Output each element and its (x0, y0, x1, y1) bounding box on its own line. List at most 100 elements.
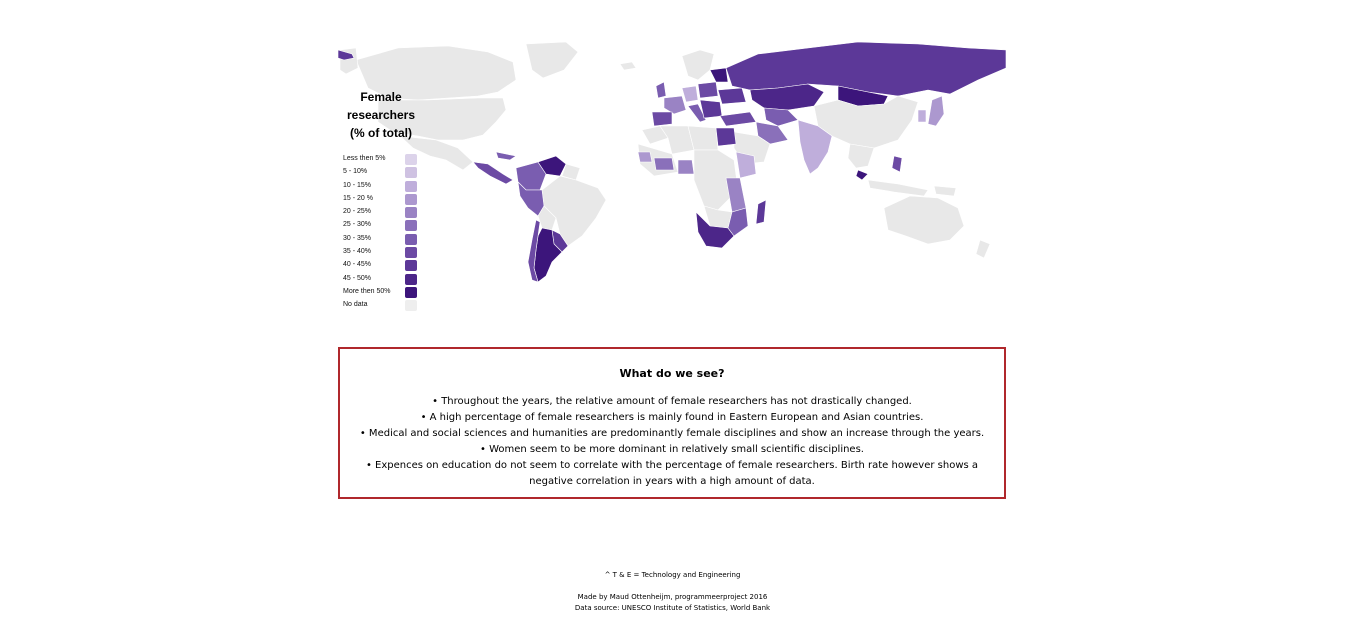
country-madagascar[interactable] (755, 199, 767, 225)
country-iran[interactable] (755, 121, 789, 145)
country-chile[interactable] (527, 219, 541, 283)
footer-source: Data source: UNESCO Institute of Statist… (574, 604, 771, 612)
legend-item: 35 - 40% (342, 247, 422, 260)
legend-title-line: (% of total) (350, 126, 412, 140)
world-choropleth-map[interactable] (338, 40, 1006, 285)
legend-item: 40 - 45% (342, 260, 422, 273)
info-bullet: • Expences on education do not seem to c… (365, 460, 979, 487)
legend-item-label: 5 - 10% (343, 168, 368, 176)
country-mozambique[interactable] (727, 207, 749, 237)
legend-swatch (405, 193, 417, 205)
country-iberia[interactable] (651, 111, 673, 127)
country-new-zealand[interactable] (975, 239, 991, 259)
legend-title: Female researchers (% of total) (342, 88, 420, 142)
country-scandinavia[interactable] (681, 49, 715, 81)
country-mexico[interactable] (399, 135, 474, 171)
legend-swatch (405, 207, 417, 219)
legend-item: More then 50% (342, 286, 422, 300)
legend-item-label: 20 - 25% (343, 208, 372, 216)
legend-item-label: 25 - 30% (343, 221, 372, 229)
country-new-guinea[interactable] (933, 185, 957, 197)
region-alaska-shaded[interactable] (338, 49, 355, 61)
country-algeria[interactable] (659, 125, 695, 155)
footer: ^ T & E = Technology and Engineering Mad… (0, 570, 1345, 614)
legend-swatch (405, 260, 417, 272)
country-baltics[interactable] (709, 67, 729, 83)
legend-swatch (405, 247, 417, 259)
legend-swatch (405, 286, 417, 298)
legend-item-label: Less then 5% (343, 155, 386, 162)
legend-item-label: No data (343, 301, 368, 309)
country-iceland[interactable] (619, 61, 637, 71)
info-bullet-list: • Throughout the years, the relative amo… (340, 394, 1004, 490)
country-central-america[interactable] (495, 151, 517, 161)
country-venezuela[interactable] (537, 155, 567, 177)
info-bullet: • Throughout the years, the relative amo… (432, 396, 912, 407)
country-australia[interactable] (883, 195, 965, 245)
info-bullet: • Women seem to be more dominant in rela… (480, 444, 864, 455)
country-southeast-asia[interactable] (847, 143, 875, 169)
legend-swatch (405, 167, 417, 179)
country-italy[interactable] (687, 103, 707, 123)
legend-swatch (405, 273, 417, 285)
country-india[interactable] (797, 119, 833, 175)
country-southern-africa[interactable] (695, 211, 735, 249)
legend-item: 25 - 30% (342, 220, 422, 233)
footer-note: ^ T & E = Technology and Engineering (604, 571, 741, 579)
legend-swatch (405, 233, 417, 245)
country-philippines[interactable] (891, 155, 903, 173)
country-greenland[interactable] (525, 41, 579, 79)
country-japan[interactable] (927, 95, 945, 127)
map-legend: Female researchers (% of total) Less the… (342, 88, 422, 314)
legend-item-label: 15 - 20 % (343, 194, 373, 202)
country-bolivia[interactable] (537, 205, 557, 231)
legend-swatch (405, 154, 417, 165)
country-nigeria[interactable] (677, 159, 695, 175)
country-malaysia[interactable] (855, 169, 869, 181)
country-central-africa[interactable] (693, 149, 739, 211)
country-france[interactable] (663, 95, 687, 115)
world-map-container (338, 40, 1006, 285)
legend-item: 20 - 25% (342, 207, 422, 220)
country-east-africa[interactable] (725, 177, 747, 213)
legend-swatch (405, 180, 417, 192)
country-usa[interactable] (377, 97, 507, 141)
footer-credit: Made by Maud Ottenheijm, programmeerproj… (577, 593, 768, 601)
legend-item: 5 - 10% (342, 167, 422, 180)
legend-item: 45 - 50% (342, 273, 422, 287)
country-guatemala[interactable] (472, 161, 514, 185)
info-box: What do we see? • Throughout the years, … (338, 347, 1006, 499)
country-canada[interactable] (355, 45, 517, 101)
legend-swatch (405, 220, 417, 232)
legend-item-label: 10 - 15% (343, 181, 372, 189)
country-korea[interactable] (917, 109, 927, 123)
country-egypt[interactable] (715, 127, 737, 147)
legend-item: Less then 5% (342, 154, 422, 167)
country-turkey[interactable] (719, 111, 757, 127)
legend-item-label: 45 - 50% (343, 274, 372, 282)
country-poland[interactable] (697, 81, 719, 99)
legend-item: No data (342, 300, 422, 313)
info-bullet: • Medical and social sciences and humani… (359, 428, 985, 439)
country-russia[interactable] (725, 41, 1006, 97)
legend-rows: Less then 5% 5 - 10% 10 - 15% 15 - 20 % 20 -… (342, 154, 422, 314)
legend-item-label: More then 50% (343, 287, 391, 295)
legend-item-label: 35 - 40% (343, 248, 372, 256)
country-ukraine[interactable] (717, 87, 747, 105)
legend-item: 10 - 15% (342, 180, 422, 194)
country-ethiopia-region[interactable] (735, 151, 757, 179)
legend-swatch (405, 300, 417, 312)
legend-item: 15 - 20 % (342, 193, 422, 207)
country-uk[interactable] (655, 81, 667, 99)
info-title: What do we see? (619, 367, 725, 380)
legend-title-line: Female (360, 90, 402, 104)
legend-item: 30 - 35% (342, 233, 422, 247)
country-balkans[interactable] (699, 99, 723, 119)
country-burkina-faso[interactable] (653, 157, 675, 171)
country-germany[interactable] (681, 85, 699, 103)
country-central-asia[interactable] (763, 107, 799, 127)
country-indonesia[interactable] (867, 179, 929, 197)
country-senegal-region[interactable] (637, 151, 653, 163)
info-bullet: • A high percentage of female researcher… (420, 412, 924, 423)
legend-title-line: researchers (346, 108, 416, 122)
